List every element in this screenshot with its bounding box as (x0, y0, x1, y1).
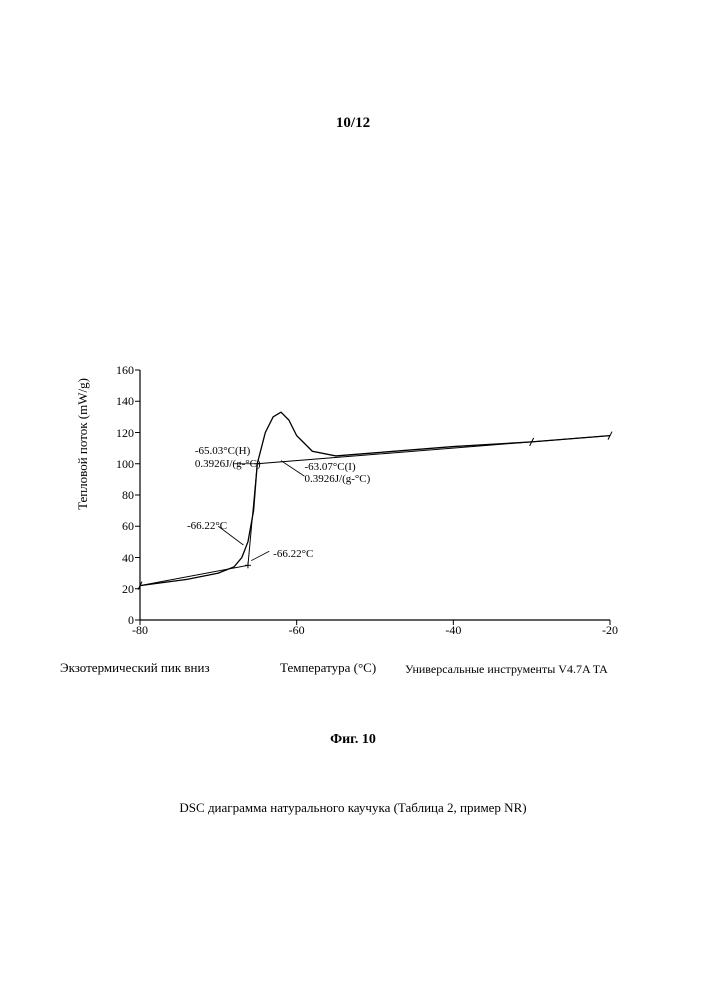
y-tick-label: 100 (94, 457, 134, 472)
instrument-note: Универсальные инструменты V4.7A TA (405, 662, 608, 677)
y-axis-label: Тепловой поток (mW/g) (75, 378, 91, 510)
y-tick-label: 20 (94, 582, 134, 597)
x-axis-label: Температура (°C) (280, 660, 376, 676)
exo-note: Экзотермический пик вниз (60, 660, 210, 676)
y-tick-label: 40 (94, 551, 134, 566)
y-tick-label: 160 (94, 363, 134, 378)
chart-annotation: -63.07°C(I) (305, 461, 356, 473)
page-number: 10/12 (0, 115, 706, 132)
chart-annotation: -66.22°C (187, 520, 227, 532)
y-tick-label: 120 (94, 426, 134, 441)
chart-annotation: 0.3926J/(g-°C) (195, 458, 261, 470)
figure-label: Фиг. 10 (0, 732, 706, 748)
figure-caption: DSC диаграмма натурального каучука (Табл… (0, 800, 706, 816)
chart-annotation: 0.3926J/(g-°C) (305, 473, 371, 485)
x-tick-label: -60 (282, 623, 312, 638)
x-tick-label: -80 (125, 623, 155, 638)
dsc-chart: Тепловой поток (mW/g) 020406080100120140… (100, 360, 620, 660)
chart-annotation: -65.03°C(H) (195, 445, 250, 457)
chart-annotation: -66.22°C (273, 548, 313, 560)
y-tick-label: 80 (94, 488, 134, 503)
x-tick-label: -40 (438, 623, 468, 638)
chart-svg (100, 360, 620, 660)
y-tick-label: 60 (94, 519, 134, 534)
y-tick-label: 140 (94, 394, 134, 409)
x-tick-label: -20 (595, 623, 625, 638)
